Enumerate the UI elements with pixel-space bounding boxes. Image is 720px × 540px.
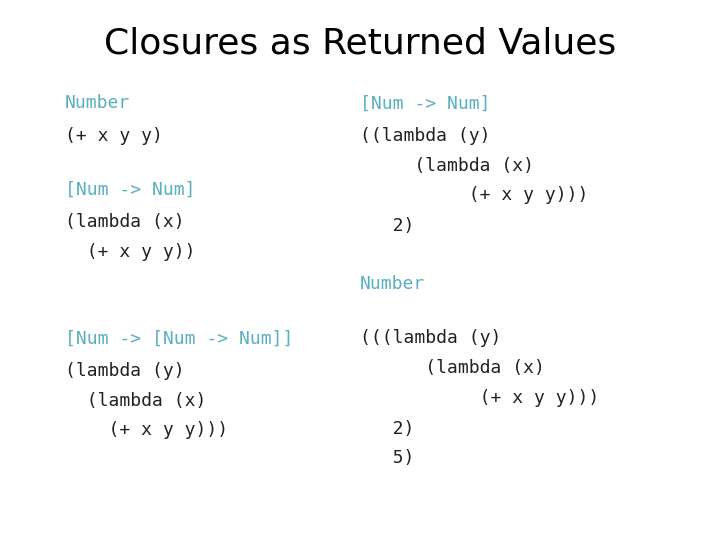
Text: Closures as Returned Values: Closures as Returned Values [104,27,616,61]
Text: [Num -> Num]: [Num -> Num] [65,181,195,199]
Text: (+ x y y))): (+ x y y))) [360,389,599,407]
Text: (+ x y y))): (+ x y y))) [65,421,228,439]
Text: Number: Number [360,275,426,293]
Text: (lambda (x): (lambda (x) [65,392,206,409]
Text: (((lambda (y): (((lambda (y) [360,329,501,347]
Text: [Num -> [Num -> Num]]: [Num -> [Num -> Num]] [65,329,293,347]
Text: [Num -> Num]: [Num -> Num] [360,94,490,112]
Text: (+ x y y))): (+ x y y))) [360,186,588,204]
Text: (lambda (x): (lambda (x) [360,157,534,174]
Text: 5): 5) [360,449,415,467]
Text: (+ x y y)): (+ x y y)) [65,243,195,261]
Text: Number: Number [65,94,130,112]
Text: (lambda (y): (lambda (y) [65,362,184,380]
Text: ((lambda (y): ((lambda (y) [360,127,490,145]
Text: (lambda (x): (lambda (x) [65,213,184,231]
Text: 2): 2) [360,217,415,235]
Text: 2): 2) [360,420,415,437]
Text: (lambda (x): (lambda (x) [360,359,545,377]
Text: (+ x y y): (+ x y y) [65,127,163,145]
